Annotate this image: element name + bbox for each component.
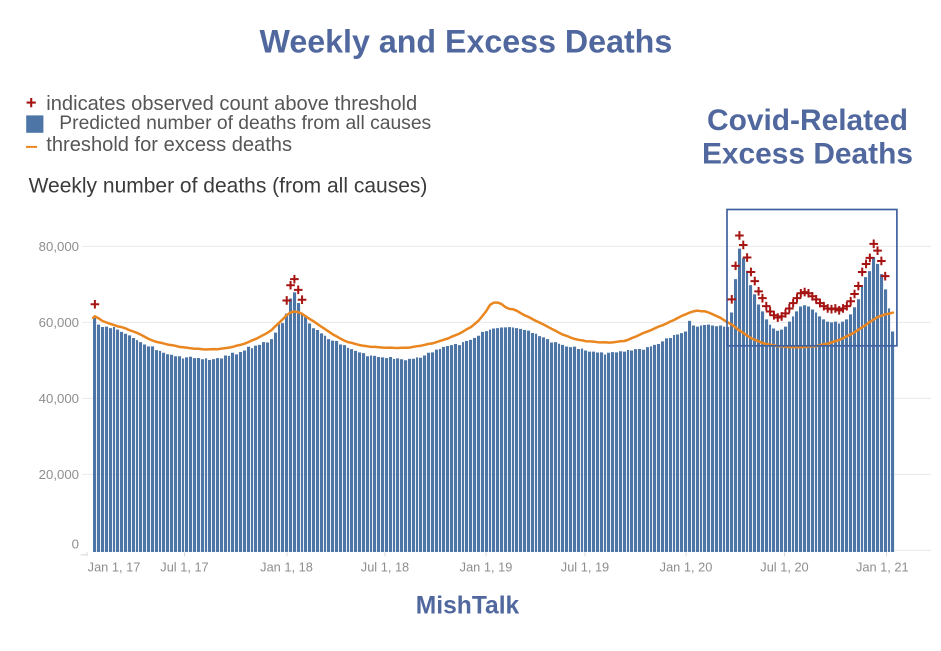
svg-text:0: 0 bbox=[72, 536, 79, 551]
svg-text:indicates observed count above: indicates observed count above threshold bbox=[46, 93, 417, 115]
svg-text:60,000: 60,000 bbox=[39, 315, 79, 330]
svg-text:Jul 1, 17: Jul 1, 17 bbox=[160, 560, 208, 575]
svg-text:Jul 1, 19: Jul 1, 19 bbox=[561, 560, 609, 575]
svg-text:Predicted number of deaths fro: Predicted number of deaths from all caus… bbox=[59, 113, 431, 134]
svg-text:Jan 1, 19: Jan 1, 19 bbox=[460, 560, 513, 575]
svg-text:Jul 1, 18: Jul 1, 18 bbox=[361, 560, 409, 575]
svg-text:Jan 1, 21: Jan 1, 21 bbox=[856, 560, 909, 575]
svg-text:80,000: 80,000 bbox=[39, 239, 79, 254]
svg-text:threshold for excess deaths: threshold for excess deaths bbox=[46, 134, 292, 156]
svg-text:Excess Deaths: Excess Deaths bbox=[702, 138, 913, 171]
svg-text:Weekly and Excess Deaths: Weekly and Excess Deaths bbox=[260, 24, 673, 60]
svg-text:20,000: 20,000 bbox=[39, 467, 79, 482]
svg-text:MishTalk: MishTalk bbox=[416, 593, 520, 620]
svg-text:Jan 1, 17: Jan 1, 17 bbox=[88, 560, 141, 575]
svg-text:Weekly number of deaths (from: Weekly number of deaths (from all causes… bbox=[29, 174, 428, 197]
svg-text:Covid-Related: Covid-Related bbox=[707, 104, 908, 137]
svg-text:Jan 1, 20: Jan 1, 20 bbox=[660, 560, 713, 575]
svg-text:Jul 1, 20: Jul 1, 20 bbox=[760, 560, 808, 575]
svg-text:40,000: 40,000 bbox=[39, 391, 79, 406]
svg-text:Jan 1, 18: Jan 1, 18 bbox=[260, 560, 313, 575]
